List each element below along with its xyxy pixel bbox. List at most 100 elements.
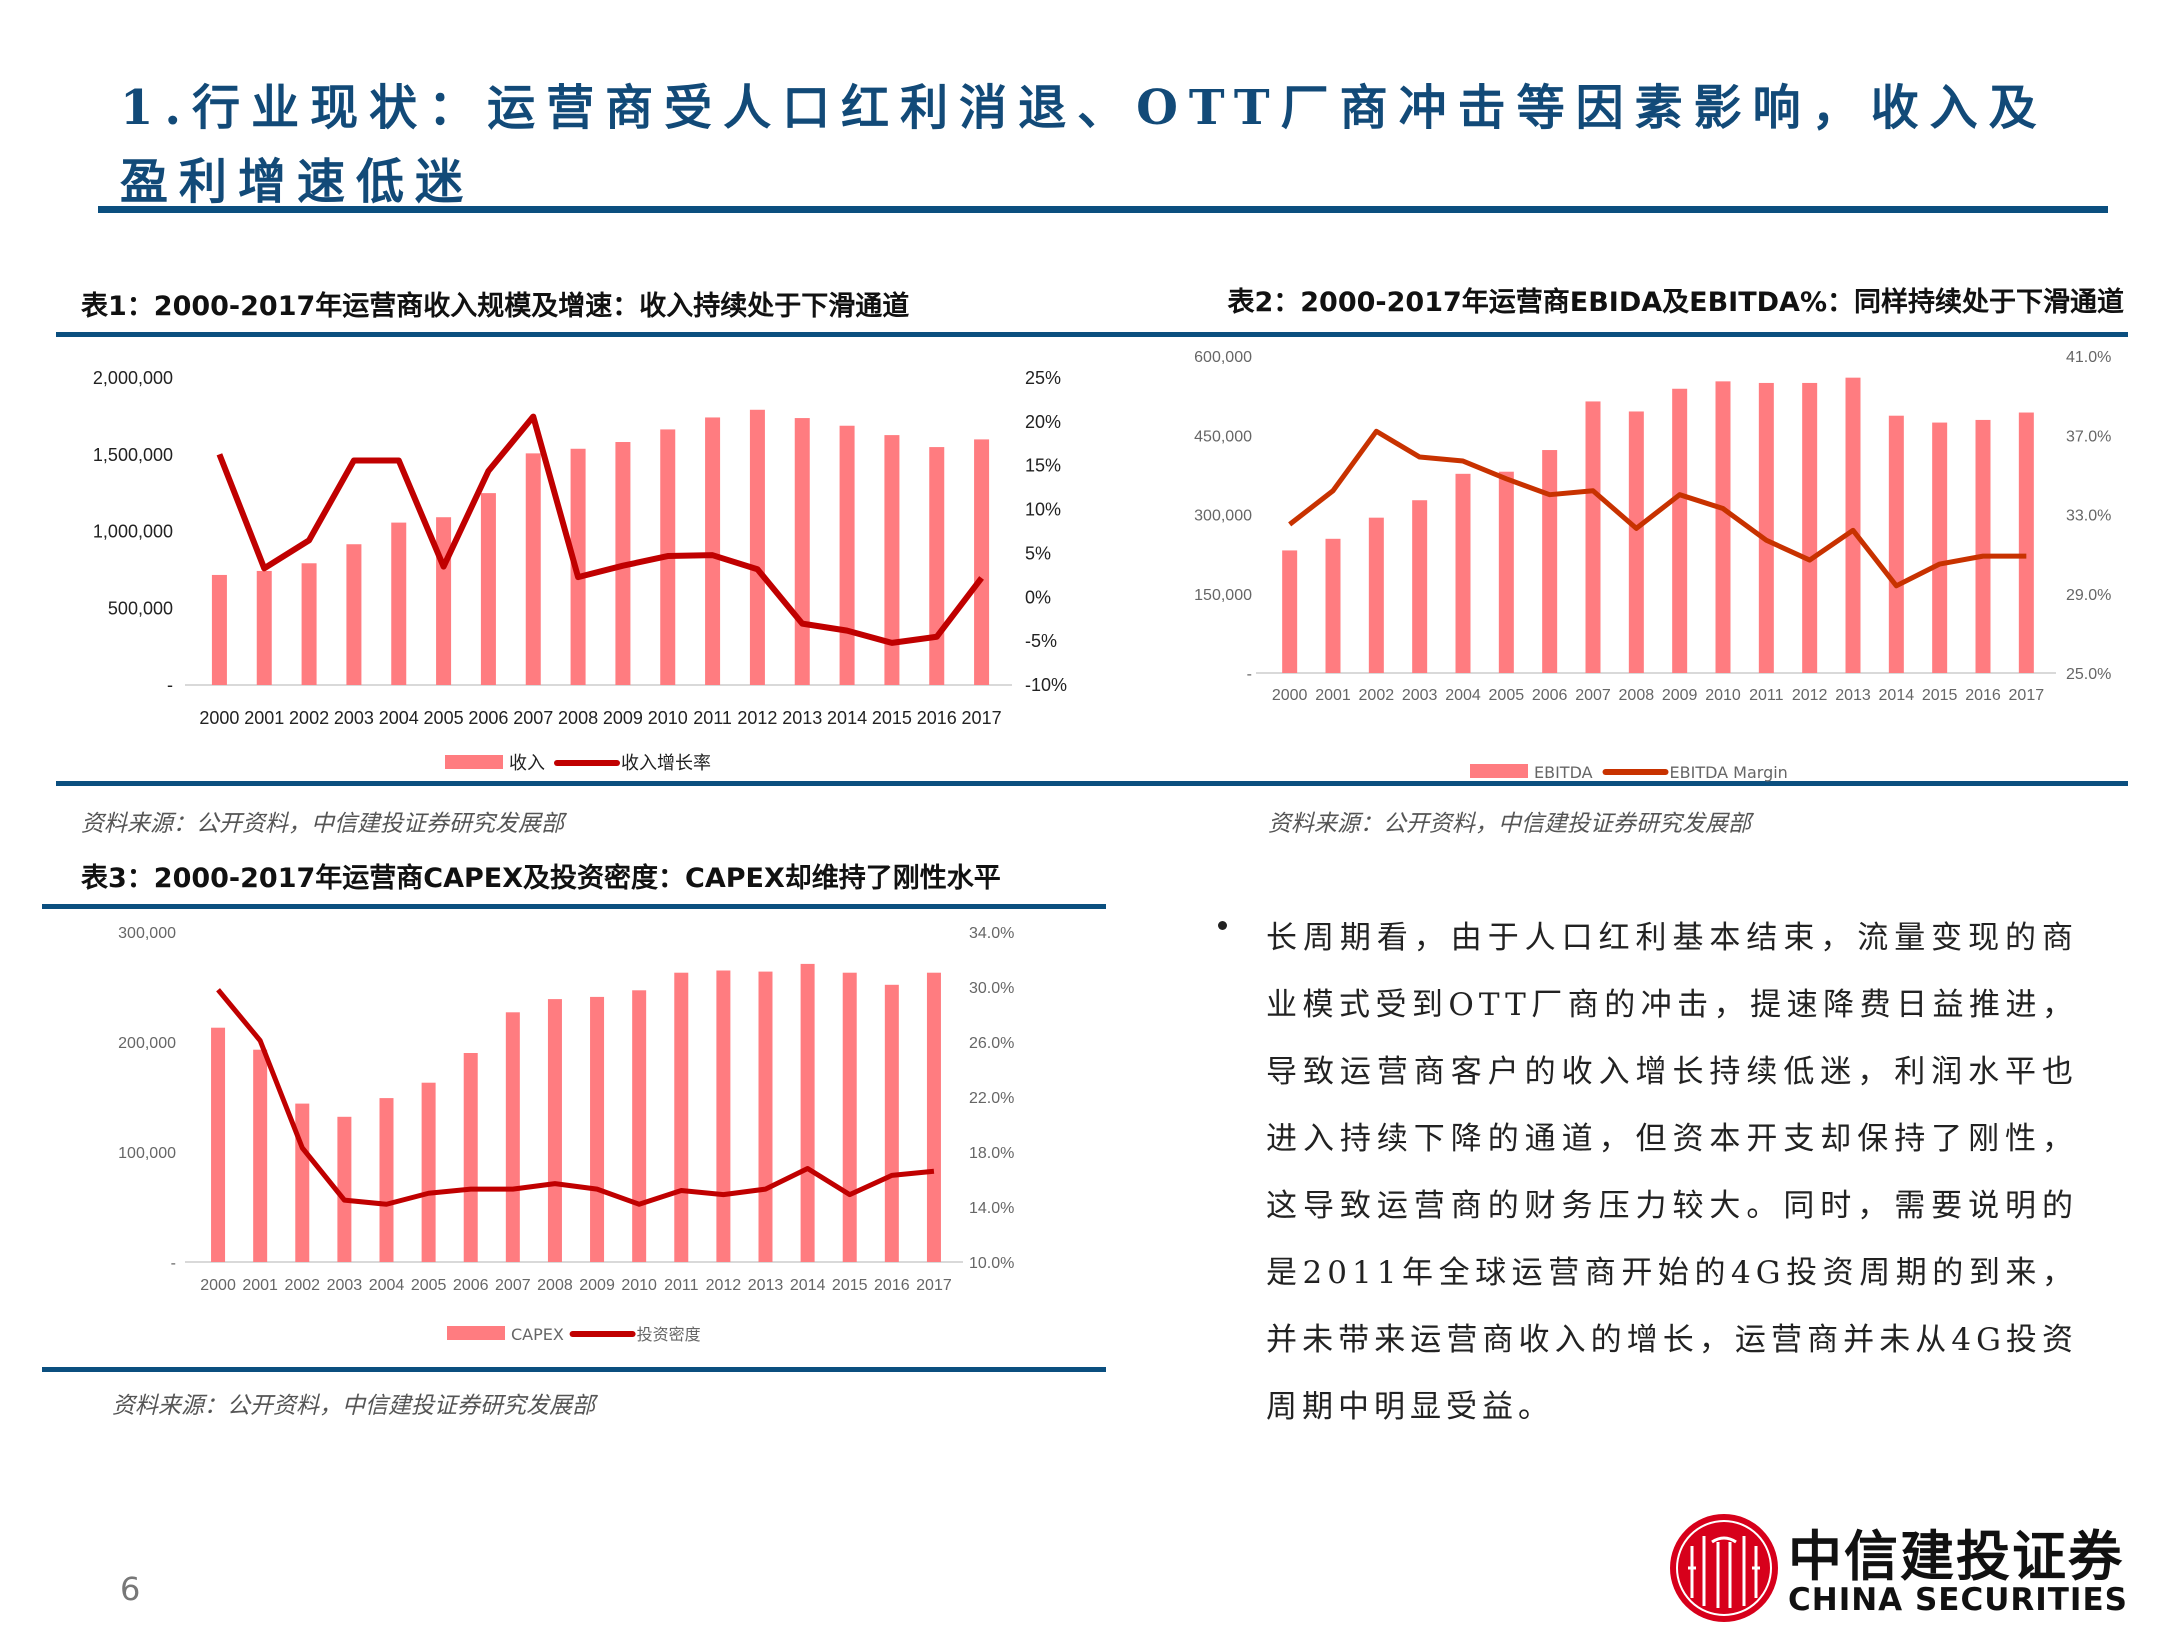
chart2-right-tick-label: 33.0% [2066,508,2111,525]
page-number: 6 [120,1570,141,1608]
chart1-bar [929,447,945,685]
chart1-x-tick-label: 2011 [693,708,732,728]
chart1-bar [211,574,227,685]
chart2-bar [1845,377,1861,673]
chart3-bar [295,1103,310,1262]
chart1-legend-line-label: 收入增长率 [621,753,711,774]
chart1-legend-bar-label: 收入 [509,753,545,774]
chart3-right-tick-label: 26.0% [969,1035,1014,1052]
chart1-left-tick-label: - [167,675,173,695]
chart1-right-tick-label: -10% [1025,675,1067,695]
chart1-x-tick-label: 2013 [782,708,822,728]
chart2-legend-line-label: EBITDA Margin [1670,763,1788,782]
chart3-bar [800,963,815,1262]
chart1-x-tick-label: 2012 [737,708,777,728]
chart1-left-tick-label: 1,500,000 [93,445,173,465]
chart3-x-tick-label: 2008 [537,1277,573,1294]
chart3-right-tick-label: 18.0% [969,1145,1014,1162]
chart2-line-series [1288,428,2027,589]
chart3-x-tick-label: 2005 [411,1277,447,1294]
chart3-right-tick-label: 10.0% [969,1255,1014,1272]
chart1-right-tick-label: 25% [1025,368,1061,388]
chart2-bar [1282,550,1298,673]
chart1-line-series [216,413,984,646]
chart1-bar [256,570,272,685]
chart2-x-tick-label: 2007 [1575,687,1611,704]
chart2-x-tick-label: 2003 [1402,687,1438,704]
chart1-right-tick-label: -5% [1025,631,1057,651]
chart3-top-divider [42,904,1106,909]
chart2-x-tick-label: 2008 [1619,687,1655,704]
chart2-bar [1802,382,1818,673]
chart1-x-tick-label: 2001 [244,708,284,728]
chart3-left-tick-label: 100,000 [118,1145,176,1162]
chart3-bar [926,972,941,1262]
chart1-bar [705,417,721,685]
chart2-bar [1325,538,1341,673]
chart3-x-tick-label: 2017 [916,1277,952,1294]
chart1-left-tick-label: 1,000,000 [93,522,173,542]
chart1-title: 表1：2000-2017年运营商收入规模及增速：收入持续处于下滑通道 [81,291,910,322]
bullet-dot-icon [1218,921,1227,930]
chart2-bar [1715,381,1731,673]
chart2-right-tick-label: 29.0% [2066,587,2111,604]
chart1-right-tick-label: 15% [1025,456,1061,476]
chart2-x-tick-label: 2002 [1359,687,1395,704]
chart2-bar [1672,388,1688,673]
chart2-legend-bar-swatch [1470,764,1528,778]
chart1-bar [884,435,900,685]
chart2-x-tick-label: 2001 [1315,687,1351,704]
chart1-x-tick-label: 2015 [872,708,912,728]
chart3-right-tick-label: 14.0% [969,1200,1014,1217]
chart1-x-tick-label: 2009 [603,708,643,728]
citic-emblem-icon [1670,1514,1778,1622]
chart3-bar [211,1027,226,1262]
chart3-x-tick-label: 2000 [200,1277,236,1294]
chart2-x-tick-label: 2004 [1445,687,1481,704]
bullet-text: 长周期看，由于人口红利基本结束，流量变现的商业模式受到OTT厂商的冲击，提速降费… [1266,920,2078,1425]
chart2-right-tick-label: 41.0% [2066,349,2111,366]
chart3-x-tick-label: 2016 [874,1277,910,1294]
chart1-bar [346,544,362,685]
chart3-x-tick-label: 2001 [242,1277,278,1294]
chart1-x-tick-label: 2010 [648,708,688,728]
logo-cn-text: 中信建投证券 [1788,1524,2124,1588]
chart2-bar [1932,422,1948,673]
chart2-x-tick-label: 2014 [1879,687,1915,704]
chart2-x-tick-label: 2016 [1965,687,2001,704]
chart2-bar [1498,471,1514,673]
chart3-bar [758,971,773,1262]
chart1-left-tick-label: 2,000,000 [93,368,173,388]
chart2-right-tick-label: 37.0% [2066,428,2111,445]
chart1-bar [794,418,810,685]
chart1-bar [436,517,452,685]
chart1-bar [974,439,990,685]
logo-en-text: CHINA SECURITIES [1788,1582,2128,1618]
chart2-source: 资料来源：公开资料，中信建投证券研究发展部 [1268,811,1751,837]
chart3-x-tick-label: 2003 [327,1277,363,1294]
chart1-x-tick-label: 2014 [827,708,867,728]
chart1-bar [839,425,855,685]
chart12-top-divider [56,332,2128,337]
chart3-legend-line-label: 投资密度 [637,1325,701,1344]
chart2-bar [2018,412,2034,673]
chart2-left-tick-label: 150,000 [1194,587,1252,604]
chart1-x-tick-label: 2007 [513,708,553,728]
chart2-bar [1542,450,1558,673]
chart1-right-tick-label: 5% [1025,543,1051,563]
chart3-x-tick-label: 2012 [706,1277,742,1294]
chart1-right-tick-label: 10% [1025,500,1061,520]
chart3-legend-bar-swatch [447,1326,505,1340]
chart2-bar [1628,411,1644,673]
chart3-bar [632,990,647,1262]
chart1-x-tick-label: 2006 [468,708,508,728]
chart2-bar [1412,500,1428,673]
chart3-x-tick-label: 2006 [453,1277,489,1294]
chart3-bar [716,970,731,1262]
china-securities-logo: 中信建投证券 CHINA SECURITIES [1668,1512,2128,1624]
chart3-right-tick-label: 22.0% [969,1090,1014,1107]
chart2-bar [1758,382,1774,673]
chart3-title: 表3：2000-2017年运营商CAPEX及投资密度：CAPEX却维持了刚性水平 [81,863,1001,894]
chart2-bar [1975,419,1991,673]
